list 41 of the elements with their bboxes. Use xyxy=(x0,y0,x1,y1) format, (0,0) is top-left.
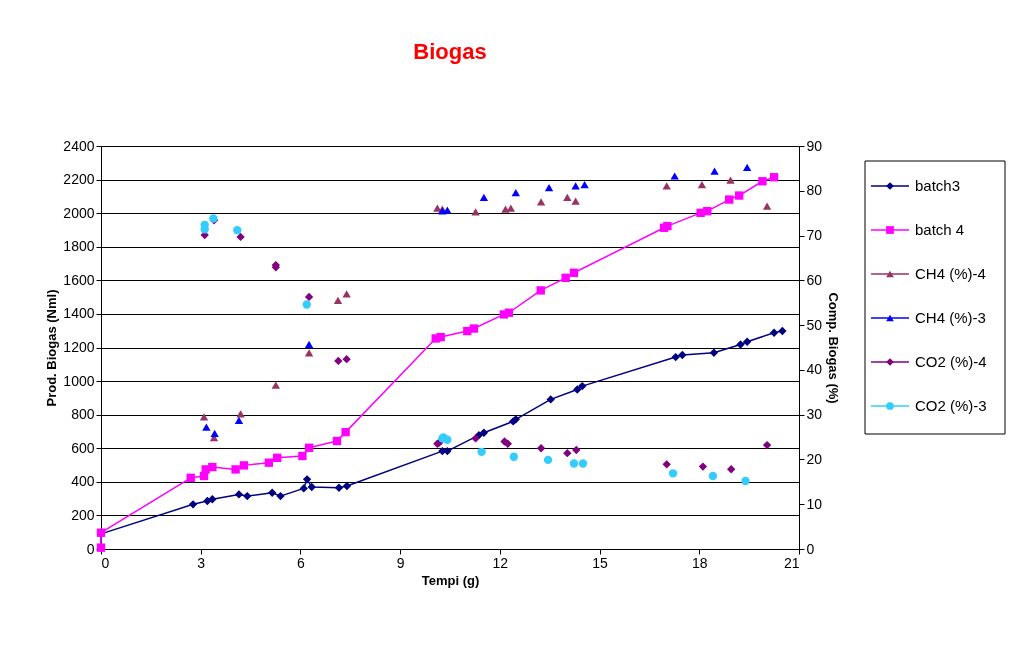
x-axis-title: Tempi (g) xyxy=(421,572,480,588)
legend-label: CO2 (%)-4 xyxy=(915,353,987,370)
y-tick-label: 200 xyxy=(71,506,95,523)
x-tick-label: 21 xyxy=(783,554,800,571)
y2-tick-label: 40 xyxy=(806,361,823,378)
y-tick-label: 2400 xyxy=(63,137,95,154)
x-tick-label: 6 xyxy=(297,554,306,571)
x-tick-label: 9 xyxy=(396,554,405,571)
legend-label: CH4 (%)-3 xyxy=(915,309,986,326)
y2-tick-label: 80 xyxy=(806,182,823,199)
x-tick-label: 18 xyxy=(692,554,708,571)
y-tick-label: 1800 xyxy=(63,238,95,255)
y2-axis-title: Comp. Biogas (%) xyxy=(826,292,842,404)
y-tick-label: 400 xyxy=(71,473,95,490)
legend-label: batch3 xyxy=(915,177,961,194)
y2-tick-label: 90 xyxy=(806,137,823,154)
y2-tick-label: 70 xyxy=(806,227,823,244)
legend-label: CH4 (%)-4 xyxy=(915,265,986,282)
y-axis-title: Prod. Biogas (Nml) xyxy=(44,289,60,407)
y-tick-label: 1200 xyxy=(63,339,95,355)
y-tick-label: 0 xyxy=(86,540,95,557)
y-tick-label: 1400 xyxy=(63,305,95,322)
y-tick-label: 1600 xyxy=(63,271,95,288)
y-tick-label: 600 xyxy=(71,439,95,456)
y-tick-label: 2200 xyxy=(63,171,95,188)
legend-label: batch 4 xyxy=(915,221,965,238)
y-tick-label: 800 xyxy=(71,406,95,423)
x-tick-label: 3 xyxy=(197,554,206,571)
y-tick-label: 2000 xyxy=(63,204,95,221)
y2-tick-label: 0 xyxy=(806,540,815,557)
y2-tick-label: 10 xyxy=(806,495,823,512)
y-tick-label: 1000 xyxy=(63,372,95,389)
y2-tick-label: 60 xyxy=(806,271,823,288)
x-tick-label: 0 xyxy=(101,554,110,571)
y2-tick-label: 20 xyxy=(806,450,823,467)
chart-title: Biogas xyxy=(413,39,487,64)
x-tick-label: 15 xyxy=(592,554,609,571)
y2-tick-label: 50 xyxy=(806,316,823,333)
x-tick-label: 12 xyxy=(492,554,509,571)
y2-tick-label: 30 xyxy=(806,406,823,423)
legend-label: CO2 (%)-3 xyxy=(915,397,987,414)
